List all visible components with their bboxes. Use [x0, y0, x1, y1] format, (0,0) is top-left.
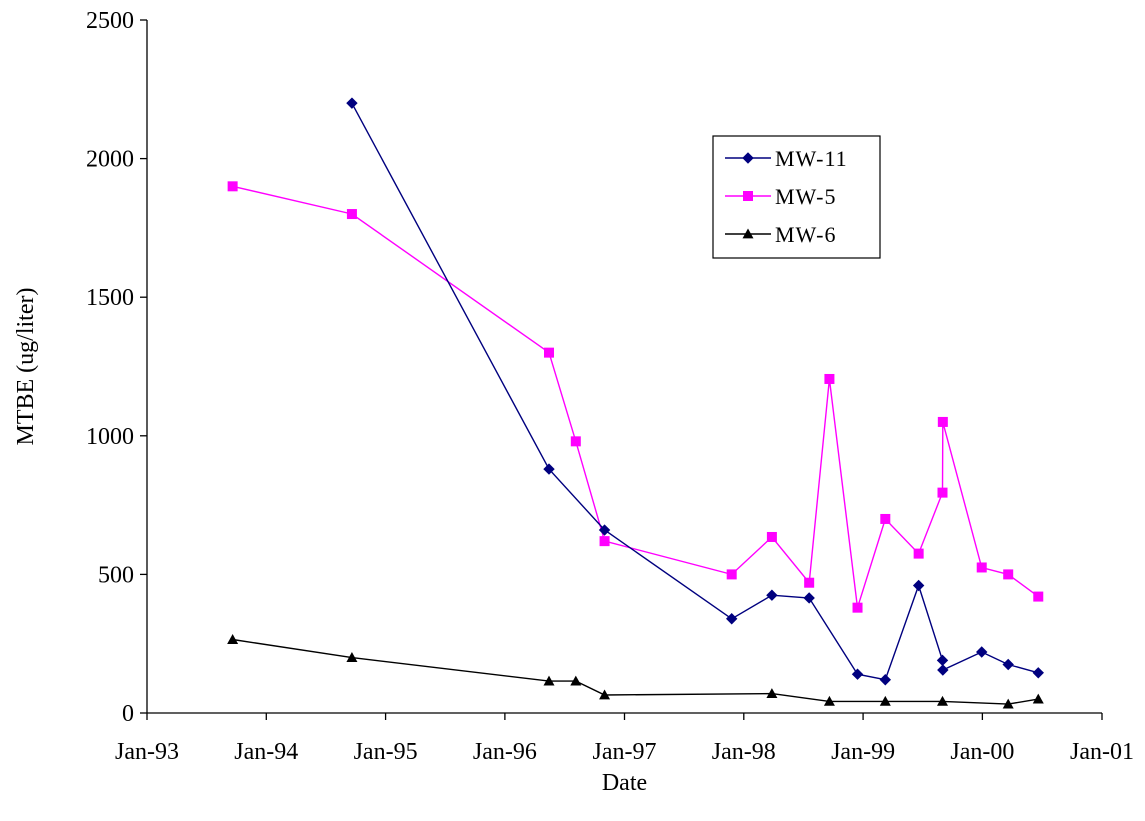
x-tick-label: Jan-99: [831, 739, 895, 765]
data-point-mw-11: [936, 654, 949, 667]
y-tick-label: 2000: [86, 147, 134, 173]
data-point-mw-5: [544, 347, 555, 358]
series-mw-5: [227, 181, 1044, 613]
x-axis-title: Date: [602, 770, 647, 796]
x-tick-label: Jan-98: [712, 739, 776, 765]
legend-label: MW-11: [775, 146, 848, 171]
axes: 0 500 1000 1500 2000 2500 Jan-93 Jan-94 Jan-95 Ja…: [86, 8, 1134, 765]
data-point-mw-6: [346, 652, 358, 662]
data-point-mw-11: [725, 613, 738, 625]
legend-item-mw-5: MW-5: [725, 184, 836, 209]
data-point-mw-6: [543, 675, 555, 686]
data-point-mw-5: [346, 209, 357, 220]
legend-marker: [743, 191, 753, 201]
data-point-mw-5: [570, 436, 581, 447]
data-point-mw-5: [1033, 591, 1044, 602]
data-point-mw-11: [346, 97, 358, 109]
data-point-mw-5: [766, 531, 777, 542]
data-point-mw-11: [976, 646, 988, 658]
series-layer: [227, 97, 1044, 709]
data-point-mw-5: [852, 602, 863, 613]
legend-label: MW-6: [775, 222, 836, 247]
y-tick-label: 1000: [86, 424, 134, 450]
data-point-mw-5: [976, 562, 987, 573]
x-tick-label: Jan-97: [593, 739, 657, 765]
data-point-mw-11: [803, 592, 815, 604]
data-point-mw-6: [937, 695, 949, 706]
series-mw-6: [227, 634, 1044, 709]
data-point-mw-11: [912, 579, 925, 592]
data-point-mw-11: [543, 463, 555, 475]
data-point-mw-11: [937, 664, 949, 676]
data-point-mw-11: [598, 524, 611, 536]
legend-label: MW-5: [775, 184, 836, 209]
series-line-mw-11: [351, 102, 1039, 681]
data-point-mw-6: [879, 695, 891, 706]
y-tick-label: 1500: [86, 285, 134, 311]
data-point-mw-5: [824, 373, 835, 384]
y-tick-label: 500: [98, 562, 134, 588]
data-point-mw-11: [766, 589, 778, 601]
y-tick-label: 0: [122, 701, 134, 727]
data-point-mw-6: [1002, 698, 1014, 709]
data-point-mw-5: [1003, 569, 1014, 580]
legend-item-mw-6: MW-6: [725, 222, 836, 247]
y-axis-title: MTBE (ug/liter): [13, 288, 39, 446]
legend-marker: [742, 228, 754, 239]
data-point-mw-11: [879, 674, 892, 686]
data-point-mw-6: [1032, 693, 1044, 704]
series-line-mw-5: [232, 185, 1039, 608]
data-point-mw-5: [937, 416, 948, 427]
x-tick-label: Jan-94: [234, 739, 298, 765]
data-point-mw-6: [227, 634, 239, 644]
legend-item-mw-11: MW-11: [725, 146, 848, 171]
x-tick-label: Jan-93: [115, 739, 179, 765]
data-point-mw-6: [599, 689, 611, 700]
data-point-mw-5: [726, 569, 737, 580]
data-point-mw-6: [766, 688, 778, 698]
data-point-mw-11: [1002, 658, 1014, 671]
legend-marker: [742, 152, 754, 164]
data-point-mw-5: [599, 536, 610, 547]
y-tick-label: 2500: [86, 8, 134, 34]
series-mw-11: [346, 97, 1044, 686]
data-point-mw-6: [823, 695, 835, 706]
legend: MW-11 MW-5 MW-6: [712, 135, 881, 259]
x-tick-label: Jan-00: [950, 739, 1014, 765]
data-point-mw-5: [804, 577, 815, 588]
data-point-mw-5: [880, 513, 891, 524]
data-point-mw-11: [1032, 667, 1044, 679]
x-tick-label: Jan-96: [473, 739, 537, 765]
series-line-mw-6: [232, 638, 1039, 705]
legend-box: [712, 135, 881, 259]
x-tick-label: Jan-01: [1070, 739, 1134, 765]
data-point-mw-5: [937, 487, 948, 498]
data-point-mw-5: [227, 181, 238, 192]
x-tick-label: Jan-95: [354, 739, 418, 765]
data-point-mw-6: [570, 675, 582, 686]
data-point-mw-5: [913, 548, 924, 559]
data-point-mw-11: [851, 668, 864, 680]
